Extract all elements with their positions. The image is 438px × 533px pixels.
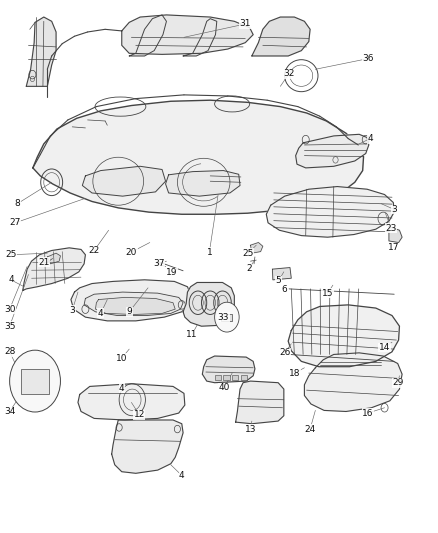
Text: 28: 28 bbox=[4, 348, 15, 356]
Text: 16: 16 bbox=[362, 409, 374, 417]
Polygon shape bbox=[122, 15, 253, 54]
Polygon shape bbox=[95, 297, 175, 314]
Text: 21: 21 bbox=[38, 258, 49, 266]
Text: 40: 40 bbox=[219, 383, 230, 392]
Text: 25: 25 bbox=[5, 251, 17, 259]
Text: 1: 1 bbox=[206, 248, 212, 256]
Text: 3: 3 bbox=[391, 205, 397, 214]
Text: 24: 24 bbox=[304, 425, 316, 433]
Polygon shape bbox=[112, 420, 183, 473]
Bar bbox=[215, 375, 221, 380]
Polygon shape bbox=[252, 17, 310, 56]
Text: 32: 32 bbox=[283, 69, 295, 78]
Text: 34: 34 bbox=[4, 407, 15, 416]
Text: 8: 8 bbox=[14, 199, 21, 208]
Text: 4: 4 bbox=[179, 471, 184, 480]
Text: 36: 36 bbox=[362, 54, 374, 63]
Bar bbox=[232, 375, 238, 380]
Polygon shape bbox=[389, 227, 402, 243]
Polygon shape bbox=[129, 15, 166, 56]
Polygon shape bbox=[183, 282, 234, 326]
Text: 22: 22 bbox=[88, 246, 100, 255]
Text: 37: 37 bbox=[153, 260, 165, 268]
Polygon shape bbox=[23, 248, 85, 290]
Text: 18: 18 bbox=[289, 369, 300, 377]
Text: 11: 11 bbox=[186, 330, 198, 339]
Text: 26: 26 bbox=[279, 349, 290, 357]
Text: 6: 6 bbox=[282, 286, 288, 294]
Circle shape bbox=[10, 350, 60, 412]
Text: 17: 17 bbox=[388, 244, 399, 252]
Polygon shape bbox=[296, 134, 369, 168]
Polygon shape bbox=[26, 17, 56, 86]
Text: 31: 31 bbox=[240, 20, 251, 28]
Text: 4: 4 bbox=[119, 384, 124, 392]
Polygon shape bbox=[166, 171, 240, 196]
Polygon shape bbox=[78, 384, 185, 420]
Polygon shape bbox=[266, 187, 394, 237]
Text: 35: 35 bbox=[4, 322, 15, 330]
Text: 12: 12 bbox=[134, 410, 145, 419]
Text: 20: 20 bbox=[126, 248, 137, 256]
Text: 4: 4 bbox=[98, 309, 103, 318]
Polygon shape bbox=[272, 268, 291, 280]
Polygon shape bbox=[236, 381, 284, 424]
Polygon shape bbox=[183, 19, 217, 56]
Text: 5: 5 bbox=[276, 277, 282, 285]
Text: 27: 27 bbox=[10, 219, 21, 227]
Polygon shape bbox=[202, 356, 255, 383]
FancyBboxPatch shape bbox=[221, 314, 232, 321]
Text: 14: 14 bbox=[379, 343, 390, 352]
Text: 25: 25 bbox=[243, 249, 254, 257]
Polygon shape bbox=[82, 166, 166, 196]
Polygon shape bbox=[288, 305, 399, 367]
Text: 9: 9 bbox=[126, 308, 132, 316]
Text: 33: 33 bbox=[218, 313, 229, 321]
Text: 30: 30 bbox=[4, 305, 15, 313]
Circle shape bbox=[215, 302, 239, 332]
Text: 23: 23 bbox=[385, 224, 397, 232]
Polygon shape bbox=[84, 292, 183, 316]
Text: 3: 3 bbox=[69, 306, 75, 314]
Text: 13: 13 bbox=[245, 425, 256, 433]
Polygon shape bbox=[71, 280, 191, 321]
Text: 4: 4 bbox=[367, 134, 373, 143]
Bar bbox=[223, 375, 230, 380]
Text: 15: 15 bbox=[322, 289, 333, 297]
Polygon shape bbox=[304, 353, 402, 411]
Text: 4: 4 bbox=[8, 276, 14, 284]
Text: 2: 2 bbox=[246, 264, 251, 273]
Polygon shape bbox=[33, 100, 364, 214]
Polygon shape bbox=[47, 253, 60, 264]
Text: 19: 19 bbox=[166, 269, 178, 277]
Polygon shape bbox=[251, 243, 263, 253]
Bar bbox=[241, 375, 247, 380]
Text: 10: 10 bbox=[116, 354, 127, 362]
FancyBboxPatch shape bbox=[21, 369, 49, 394]
Text: 29: 29 bbox=[392, 378, 403, 387]
